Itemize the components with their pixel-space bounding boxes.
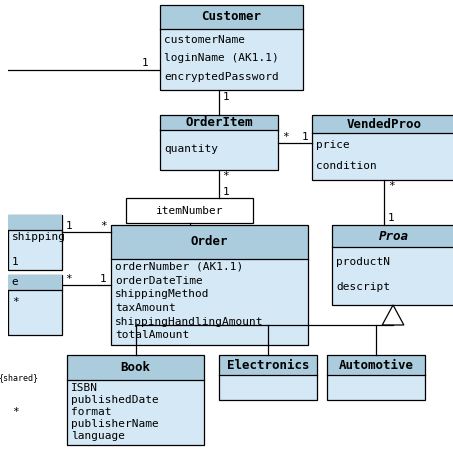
Text: *: * — [222, 171, 229, 181]
Bar — [327, 355, 425, 375]
Text: *: * — [283, 132, 289, 142]
Bar — [8, 275, 62, 290]
Text: *: * — [12, 407, 19, 417]
Text: totalAmount: totalAmount — [115, 330, 189, 340]
Text: {shared}: {shared} — [0, 373, 38, 382]
Bar — [111, 225, 308, 345]
Bar — [8, 215, 62, 230]
Text: 1: 1 — [142, 58, 149, 68]
Text: 1: 1 — [388, 213, 395, 223]
Text: shipping: shipping — [12, 232, 66, 242]
Text: Electronics: Electronics — [227, 359, 309, 371]
Text: Automotive: Automotive — [339, 359, 414, 371]
Bar — [8, 275, 62, 335]
Text: orderNumber (AK1.1): orderNumber (AK1.1) — [115, 262, 243, 272]
Bar — [125, 198, 254, 223]
Text: descript: descript — [336, 283, 390, 293]
Text: *: * — [388, 181, 395, 191]
Text: Proa: Proa — [379, 230, 409, 243]
Bar — [332, 225, 453, 247]
Text: quantity: quantity — [164, 144, 218, 154]
Text: productN: productN — [336, 257, 390, 267]
Text: orderDateTime: orderDateTime — [115, 275, 202, 285]
Text: publishedDate: publishedDate — [71, 395, 159, 405]
Text: OrderItem: OrderItem — [185, 116, 253, 129]
Text: loginName (AK1.1): loginName (AK1.1) — [164, 53, 279, 63]
Bar — [67, 380, 204, 445]
Bar — [313, 115, 453, 180]
Bar — [327, 355, 425, 400]
Text: customerName: customerName — [164, 35, 245, 45]
Text: itemNumber: itemNumber — [156, 206, 223, 216]
Bar — [160, 5, 303, 29]
Bar — [332, 247, 453, 305]
Text: shippingHandlingAmount: shippingHandlingAmount — [115, 317, 263, 327]
Text: taxAmount: taxAmount — [115, 303, 176, 313]
Text: Customer: Customer — [201, 10, 261, 24]
Text: Order: Order — [191, 235, 228, 248]
Bar — [160, 115, 278, 130]
Text: Book: Book — [120, 361, 150, 374]
Text: e: e — [12, 277, 19, 287]
Text: *: * — [65, 274, 72, 284]
Text: condition: condition — [316, 161, 377, 171]
Text: *: * — [12, 297, 19, 307]
Bar — [332, 225, 453, 305]
Text: price: price — [316, 140, 350, 150]
Bar — [313, 115, 453, 133]
Text: 1: 1 — [65, 221, 72, 231]
Text: *: * — [100, 221, 106, 231]
Text: 1: 1 — [100, 274, 106, 284]
Text: 1: 1 — [301, 132, 308, 142]
Text: language: language — [71, 431, 125, 441]
Bar — [111, 225, 308, 259]
Bar — [313, 133, 453, 180]
Text: VendedProo: VendedProo — [346, 118, 421, 130]
Text: 1: 1 — [222, 92, 229, 102]
Text: 1: 1 — [222, 187, 229, 197]
Text: 1: 1 — [12, 257, 19, 267]
Bar — [67, 355, 204, 445]
Text: shippingMethod: shippingMethod — [115, 289, 209, 299]
Bar — [111, 259, 308, 345]
Text: encryptedPassword: encryptedPassword — [164, 72, 279, 82]
Text: ISBN: ISBN — [71, 382, 98, 393]
Bar — [8, 215, 62, 270]
Bar — [160, 130, 278, 170]
Bar — [160, 115, 278, 170]
Bar — [219, 355, 318, 400]
Bar — [219, 375, 318, 400]
Text: format: format — [71, 407, 111, 417]
Text: publisherName: publisherName — [71, 419, 159, 429]
Bar — [219, 355, 318, 375]
Bar — [160, 29, 303, 90]
Bar — [160, 5, 303, 90]
Bar — [67, 355, 204, 380]
Bar — [327, 375, 425, 400]
